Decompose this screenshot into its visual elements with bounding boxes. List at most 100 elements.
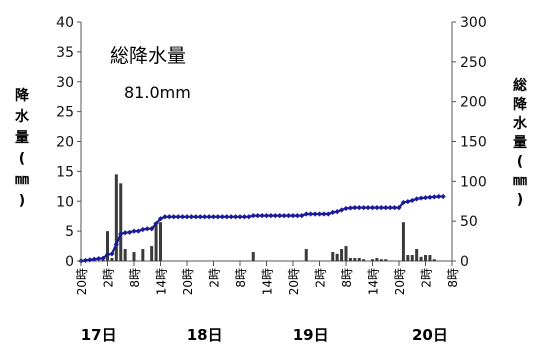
cumulative-point [427,194,433,200]
cumulative-point [365,205,371,211]
right-axis-label: 総降水量 (㎜) [513,77,528,208]
cumulative-point [400,199,407,206]
day-label: 18日 [187,326,223,344]
precipitation-bar [384,259,388,261]
cumulative-point [122,230,128,236]
cumulative-point [396,205,402,211]
cumulative-point [197,214,203,220]
left-tick-label: 15 [56,164,74,180]
precipitation-bar [331,252,335,261]
precipitation-bar [344,246,348,261]
precipitation-bar [154,225,158,261]
cumulative-point [294,212,301,219]
x-tick-label: 8時 [340,268,354,288]
precipitation-bar [340,249,344,261]
right-axis-label-char: 総 [513,77,527,94]
x-tick-label: 2時 [102,268,116,288]
precipitation-bar [251,252,255,261]
cumulative-point [241,214,248,220]
cumulative-point [131,228,137,234]
left-tick-label: 5 [65,224,74,240]
day-label: 17日 [81,326,117,344]
cumulative-point [87,257,93,263]
cumulative-point [171,214,177,220]
cumulative-point [418,195,424,201]
x-tick-label: 20時 [393,268,407,295]
left-axis-ticks: 0 5 10 15 20 25 30 35 40 [56,15,81,270]
precipitation-bar [353,258,357,261]
cumulative-point [316,211,323,217]
cumulative-point [149,226,155,232]
cumulative-point [387,205,393,211]
precipitation-bar [406,255,410,261]
cumulative-point [422,195,429,201]
cumulative-point [166,214,172,220]
precipitation-bar [150,246,154,261]
cumulative-point [369,205,376,211]
cumulative-point [100,255,106,261]
left-axis-label-char: 量 [15,130,29,146]
left-axis-label-char: 水 [15,108,30,125]
cumulative-point [378,205,384,211]
cumulative-point [334,209,340,215]
cumulative-point [175,214,181,220]
day-labels: 17日 18日 19日 20日 [81,326,448,344]
right-axis-label-char: 水 [513,115,528,132]
right-tick-label: 100 [460,174,487,190]
precipitation-bar [304,249,308,261]
right-axis-label-char: 量 [513,135,527,151]
x-tick-label: 8時 [128,268,142,288]
precipitation-bar [114,174,118,261]
right-axis-label-char: ) [517,192,523,208]
cumulative-point [157,216,164,222]
right-axis-label-char: ㎜ [513,173,527,189]
cumulative-point [255,212,261,219]
cumulative-point [140,226,146,233]
cumulative-point [184,214,190,220]
cumulative-point [91,256,97,262]
precipitation-bar [106,231,109,261]
x-tick-label: 20時 [181,268,195,295]
cumulative-point [312,211,318,217]
left-tick-label: 30 [56,75,74,91]
cumulative-point [303,211,309,217]
cumulative-point [325,211,331,217]
precipitation-bar [432,259,436,261]
left-tick-label: 35 [56,45,74,61]
cumulative-point [250,212,256,219]
cumulative-point [104,252,111,258]
right-tick-label: 200 [460,95,487,111]
precipitation-bar [428,255,432,261]
precipitation-bar [159,222,162,261]
precipitation-bar [375,258,379,261]
left-tick-label: 20 [56,135,74,151]
right-tick-label: 250 [460,55,487,71]
x-tick-label: 8時 [446,268,460,288]
right-tick-label: 50 [460,214,478,230]
cumulative-point [215,214,221,220]
cumulative-point [96,256,102,262]
precipitation-bar [419,256,423,261]
x-tick-label: 2時 [208,268,222,288]
cumulative-point [259,212,265,219]
cumulative-point [352,205,358,211]
x-tick-label: 8時 [234,268,248,288]
cumulative-point [347,205,354,211]
day-label: 20日 [412,326,448,344]
precipitation-bar [335,253,339,261]
precipitation-bar [119,183,123,261]
cumulative-point [228,214,234,220]
cumulative-point [436,193,442,200]
cumulative-point [202,214,208,220]
x-tick-label: 14時 [155,268,169,295]
x-tick-label: 14時 [367,268,381,295]
cumulative-point [374,205,380,211]
right-tick-label: 300 [460,15,487,31]
cumulative-point [219,214,225,220]
right-tick-label: 150 [460,135,487,151]
right-tick-label: 0 [460,254,469,270]
left-tick-label: 25 [56,105,74,121]
cumulative-point [224,214,230,220]
precipitation-bar [357,258,361,261]
